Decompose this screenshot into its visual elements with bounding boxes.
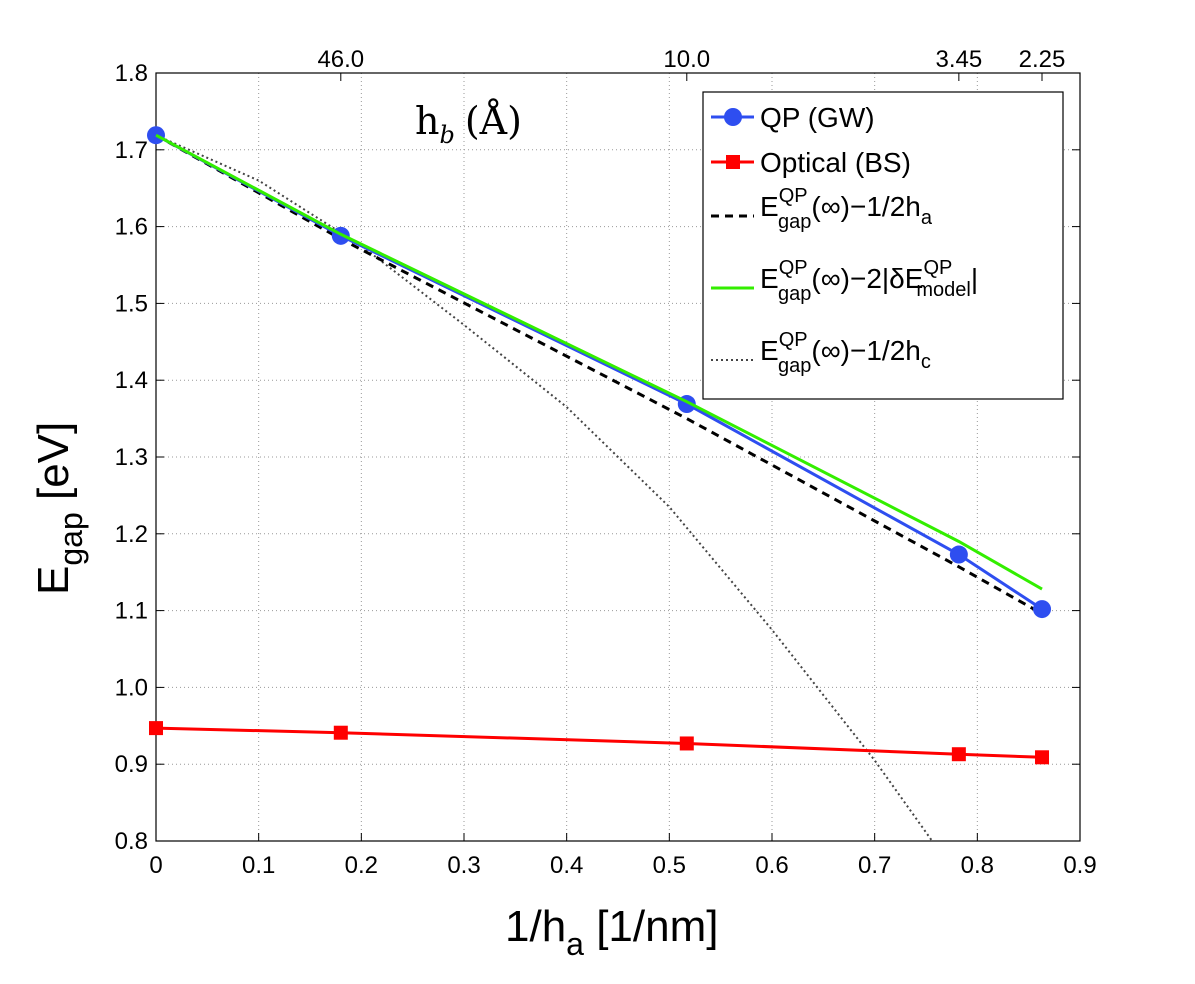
legend-label-qp-minus-hc: EQP gap(∞)−1/2hc [760,329,931,377]
qp-gw-point [949,545,968,564]
optical-bs-point [951,747,966,762]
x-tick-label: 0.5 [653,852,686,879]
y-tick-label: 1.0 [115,674,148,701]
y-tick-label: 1.7 [115,137,148,164]
legend-entry-optical-bs: Optical (BS) [711,147,911,178]
legend-marker-optical-bs [726,155,740,169]
optical-bs-point [149,721,163,736]
y-axis-title: Egap [eV] [29,422,89,595]
series-line-1 [155,726,1043,759]
top-tick-label: 2.25 [1019,46,1066,73]
x-axis-title: 1/ha [1/nm] [505,902,718,962]
y-tick-label: 1.1 [115,598,148,625]
legend: QP (GW) Optical (BS) EQP gap(∞)−1/2ha EQP… [702,91,1064,400]
legend-entry-qp-minus-hc: EQP gap(∞)−1/2hc [711,329,931,377]
x-tick-label: 0.8 [961,852,994,879]
x-tick-label: 0.3 [447,852,480,879]
top-axis-title: hb (Å) [415,99,522,149]
top-tick-label: 10.0 [663,46,710,73]
legend-label-qp-gw: QP (GW) [760,102,875,133]
y-tick-label: 1.6 [115,214,148,241]
series-line-2 [155,133,1043,615]
series [147,126,1052,842]
qp-gw-point [1033,600,1052,619]
x-tick-label: 0.2 [345,852,378,879]
legend-label-qp-minus-model: EQP gap(∞)−2|δEQP model| [760,257,978,305]
optical-bs-point [333,725,348,740]
top-tick-label: 3.45 [935,46,982,73]
x-tick-label: 0.9 [1063,852,1096,879]
x-tick-label: 0.7 [858,852,891,879]
y-tick-label: 1.5 [115,290,148,317]
legend-label-qp-minus-ha: EQP gap(∞)−1/2ha [760,185,933,233]
x-tick-label: 0.4 [550,852,583,879]
y-tick-label: 0.9 [115,751,148,778]
optical-bs-point [679,736,694,751]
optical-bs-point [1035,750,1050,765]
x-tick-label: 0 [149,852,162,879]
x-tick-label: 0.1 [242,852,275,879]
legend-entry-qp-gw: QP (GW) [711,102,875,133]
series-line-3 [155,133,1043,591]
legend-marker-qp-gw [724,108,742,126]
legend-box [702,91,1064,400]
y-tick-label: 0.8 [115,828,148,855]
y-tick-label: 1.4 [115,367,148,394]
top-tick-label: 46.0 [317,46,364,73]
ticks: 0 0.1 0.2 0.3 0.4 0.5 0.6 0.7 0.8 0.9 0.8 0.9 1.0 1.1… [115,46,1097,879]
legend-label-optical-bs: Optical (BS) [760,147,911,178]
y-tick-label: 1.2 [115,521,148,548]
y-tick-label: 1.8 [115,60,148,87]
legend-entry-qp-minus-model: EQP gap(∞)−2|δEQP model| [711,257,978,305]
x-tick-label: 0.6 [755,852,788,879]
y-tick-label: 1.3 [115,444,148,471]
legend-entry-qp-minus-ha: EQP gap(∞)−1/2ha [711,185,933,233]
